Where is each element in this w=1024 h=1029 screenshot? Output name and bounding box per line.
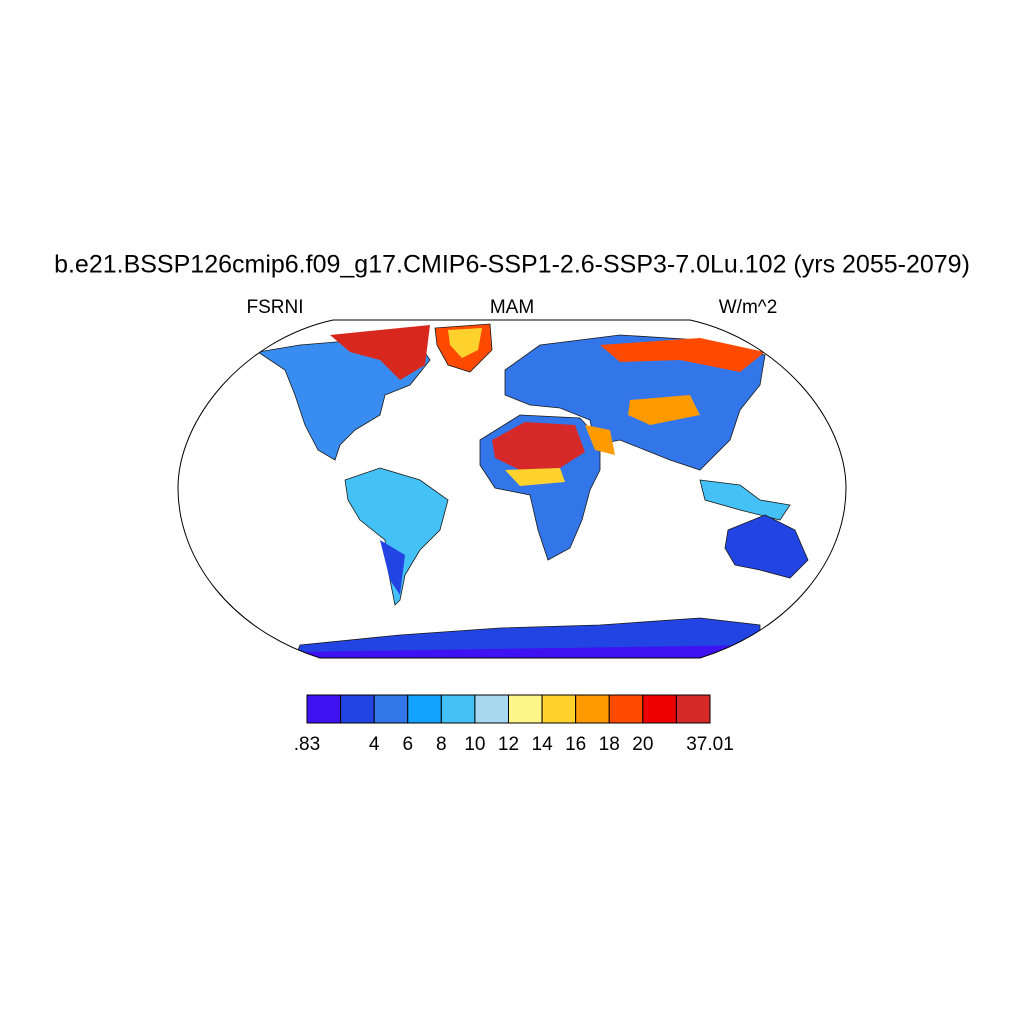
colorbar-box <box>541 694 577 724</box>
colorbar-box <box>575 694 610 724</box>
colorbar-box <box>508 694 543 724</box>
colorbar-label: 4 <box>369 734 380 755</box>
colorbar-label: 12 <box>498 734 519 755</box>
colorbar-box <box>642 694 677 724</box>
colorbar: .83 4 6 8 10 12 14 16 18 20 37.01 <box>294 694 734 755</box>
colorbar-label: 16 <box>565 734 586 755</box>
colorbar-label: 10 <box>464 734 485 755</box>
colorbar-label: 37.01 <box>686 734 734 755</box>
colorbar-label: 8 <box>436 734 447 755</box>
colorbar-box <box>608 694 644 724</box>
colorbar-box <box>407 694 442 724</box>
colorbar-box <box>306 694 342 724</box>
left-string: FSRNI <box>247 297 304 318</box>
colorbar-box <box>440 694 476 724</box>
colorbar-box <box>675 694 711 724</box>
map-outline <box>177 319 847 659</box>
colorbar-label: 14 <box>532 734 554 755</box>
colorbar-label: .83 <box>294 734 320 755</box>
center-string: MAM <box>490 297 534 318</box>
colorbar-box <box>474 694 509 724</box>
colorbar-label: 6 <box>402 734 413 755</box>
colorbar-box <box>373 694 409 724</box>
colorbar-label: 18 <box>599 734 620 755</box>
colorbar-box <box>340 694 375 724</box>
title: b.e21.BSSP126cmip6.f09_g17.CMIP6-SSP1-2.… <box>54 251 970 279</box>
map <box>177 319 847 659</box>
colorbar-label: 20 <box>632 734 653 755</box>
right-string: W/m^2 <box>719 297 778 318</box>
